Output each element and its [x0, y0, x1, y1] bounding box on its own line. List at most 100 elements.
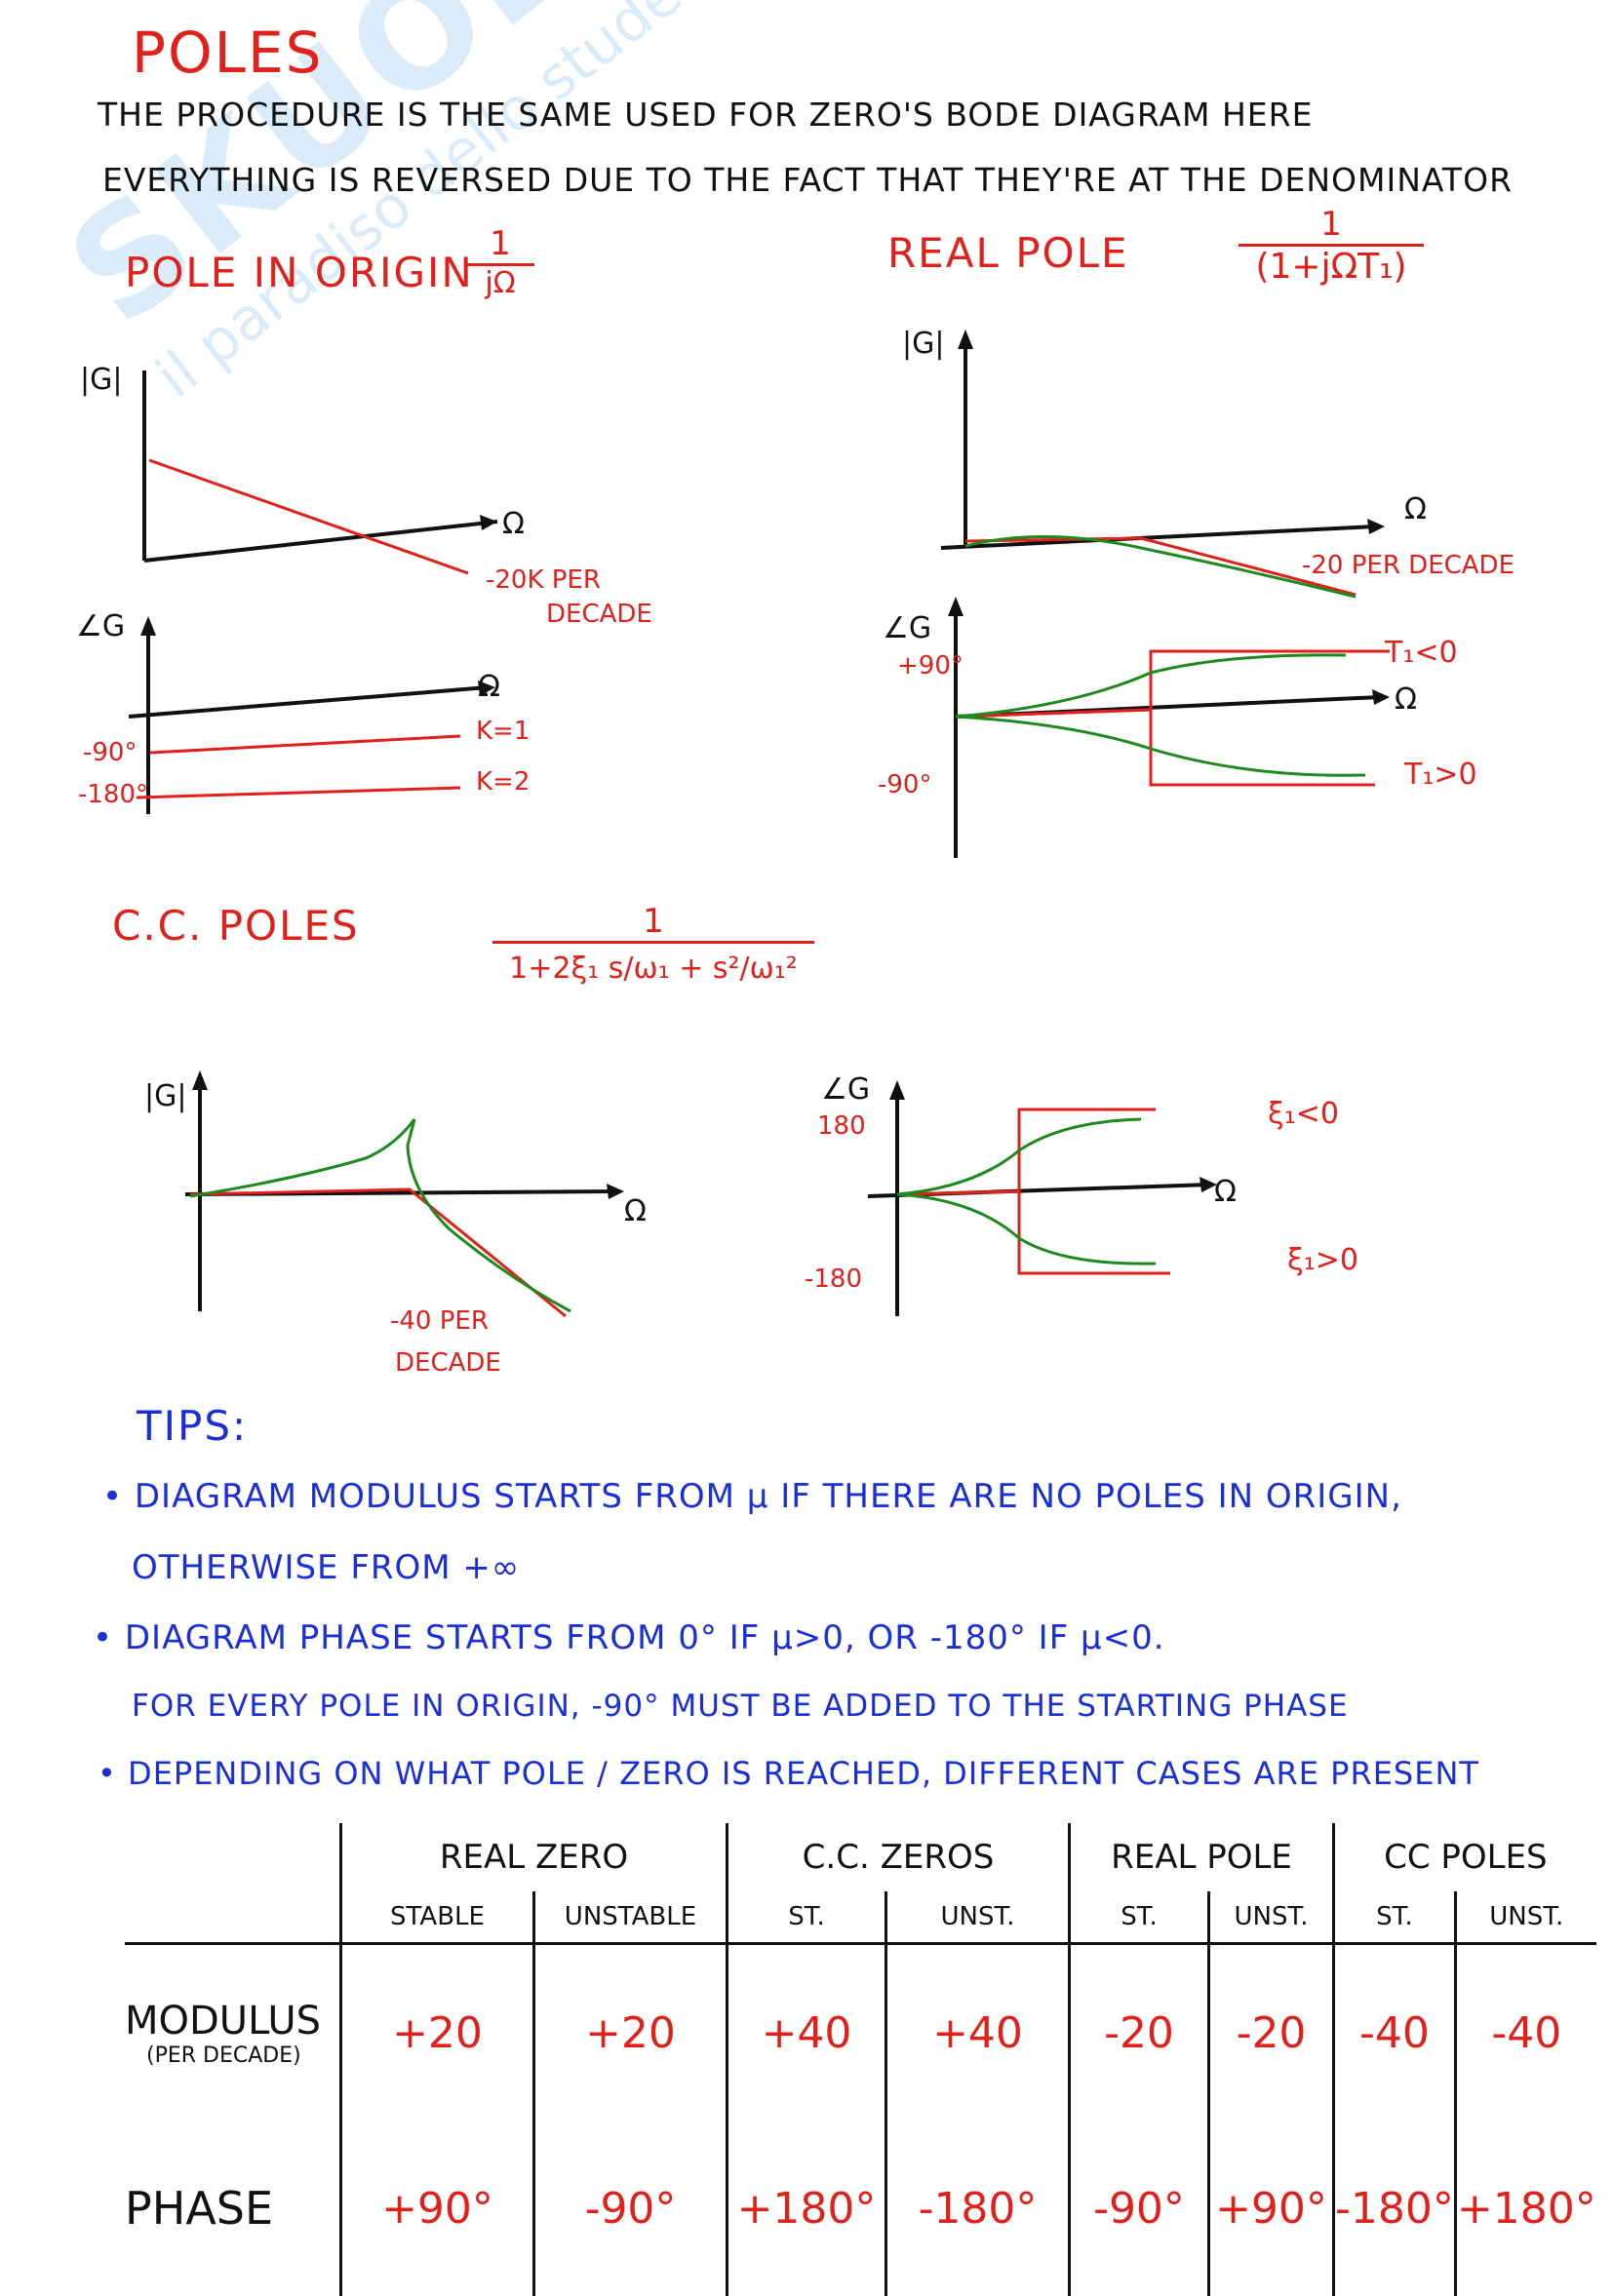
tip-item: • DIAGRAM MODULUS STARTS FROM μ IF THERE… — [102, 1477, 1402, 1516]
omega-label: Ω — [624, 1194, 647, 1228]
tips-title: TIPS: — [137, 1402, 249, 1450]
arrow-icon — [1372, 689, 1390, 705]
tip-line: OTHERWISE FROM +∞ — [132, 1548, 521, 1587]
table-group-row: REAL ZERO C.C. ZEROS REAL POLE CC POLES — [125, 1823, 1596, 1891]
group-real-zero: REAL ZERO — [340, 1823, 728, 1891]
resonance-curve — [189, 1118, 571, 1313]
cc-poles-tf: 1 1+2ξ₁ s/ω₁ + s²/ω₁² — [492, 902, 814, 986]
phase-axis-label: ∠G — [883, 611, 932, 645]
table-cell: -40 — [1491, 2007, 1562, 2058]
table-cell: -180° — [885, 2121, 1071, 2296]
sub-header: ST. — [727, 1891, 887, 1945]
table-corner — [125, 1823, 342, 1891]
tip-item: • DIAGRAM PHASE STARTS FROM 0° IF μ>0, O… — [93, 1618, 1165, 1657]
phase-curve-down — [955, 715, 1366, 777]
real-pole-tf: 1 (1+jΩT₁) — [1239, 205, 1424, 287]
case-positive: ξ₁>0 — [1287, 1243, 1358, 1277]
omega-label: Ω — [478, 670, 500, 704]
arrow-icon — [607, 1184, 624, 1199]
phase-step-up — [896, 1108, 1156, 1196]
row-title: PHASE — [125, 2182, 274, 2235]
table-corner — [125, 1891, 342, 1945]
sub-header: UNST. — [1208, 1891, 1335, 1945]
phase-curve-up — [955, 653, 1347, 719]
mag-x-axis — [143, 520, 498, 563]
group-real-pole: REAL POLE — [1069, 1823, 1335, 1891]
sub-header: ST. — [1069, 1891, 1210, 1945]
intro-line-2: EVERYTHING IS REVERSED DUE TO THE FACT T… — [102, 161, 1513, 199]
real-pole-title: REAL POLE — [887, 229, 1129, 277]
phase-tick-minus180: -180 — [805, 1265, 863, 1294]
cc-poles-phase — [867, 1080, 1217, 1316]
table-cell: +90° — [1208, 2121, 1335, 2296]
arrow-icon — [948, 597, 964, 616]
table-row: MODULUS (PER DECADE) +20 +20 +40 +40 -20… — [125, 1943, 1596, 2121]
group-cc-zeros: C.C. ZEROS — [727, 1823, 1071, 1891]
table-cell: -180° — [1333, 2121, 1457, 2296]
table-sub-row: STABLE UNSTABLE ST. UNST. ST. UNST. ST. … — [125, 1891, 1596, 1945]
phase-tick-90: -90° — [83, 738, 138, 767]
omega-label: Ω — [502, 507, 525, 541]
omega-label: Ω — [1214, 1175, 1237, 1209]
actual-magnitude-curve — [964, 535, 1357, 599]
table-cell: -90° — [533, 2121, 728, 2296]
tf-denominator: (1+jΩT₁) — [1255, 247, 1407, 287]
pole-origin-tf: 1 jΩ — [466, 224, 534, 300]
bullet-icon: • — [98, 1755, 117, 1792]
group-cc-poles: CC POLES — [1384, 1838, 1548, 1877]
phase-axis-label: ∠G — [76, 609, 126, 643]
tf-numerator: 1 — [466, 224, 534, 266]
phase-step-down — [896, 1189, 1170, 1275]
row-subtitle: (PER DECADE) — [146, 2043, 301, 2068]
table-cell: +20 — [340, 1943, 535, 2121]
mag-axis-label: |G| — [144, 1079, 187, 1113]
slope-label-1: -20K PER — [486, 565, 601, 595]
pole-origin-diagrams — [128, 370, 498, 814]
phase-tick-plus90: +90° — [897, 651, 964, 681]
arrow-icon — [1367, 519, 1385, 534]
slope-label: -20 PER DECADE — [1302, 551, 1515, 580]
tf-denominator: 1+2ξ₁ s/ω₁ + s²/ω₁² — [509, 952, 798, 986]
sub-header: STABLE — [340, 1891, 535, 1945]
asymptote-line — [964, 536, 1357, 597]
pole-origin-title: POLE IN ORIGIN — [125, 249, 474, 296]
tf-numerator: 1 — [1239, 205, 1424, 247]
mag-x-axis — [940, 525, 1376, 550]
row-label: PHASE — [125, 2121, 342, 2296]
bullet-icon: • — [93, 1618, 114, 1657]
arrow-icon — [192, 1070, 208, 1090]
arrow-icon — [958, 330, 973, 349]
k2-label: K=2 — [476, 767, 531, 797]
phase-tick-180: -180° — [78, 780, 149, 809]
tip-line: DIAGRAM PHASE STARTS FROM 0° IF μ>0, OR … — [124, 1618, 1165, 1657]
phase-line-k2 — [136, 786, 461, 799]
phase-x-axis — [128, 685, 489, 719]
sub-header: UNSTABLE — [533, 1891, 728, 1945]
table-row: PHASE +90° -90° +180° -180° -90° +90° -1… — [125, 2121, 1596, 2296]
mag-axis-label: |G| — [80, 363, 123, 397]
bullet-icon: • — [102, 1477, 124, 1516]
phase-tick-180: 180 — [817, 1111, 866, 1141]
slope-label-2: DECADE — [395, 1348, 501, 1378]
slope-label-1: -40 PER — [390, 1306, 489, 1336]
row-title: MODULUS — [125, 1998, 322, 2043]
table-cell: +40 — [885, 1943, 1071, 2121]
table-cell: -40 — [1333, 1943, 1457, 2121]
magnitude-line — [148, 458, 469, 575]
tip-line: DEPENDING ON WHAT POLE / ZERO IS REACHED… — [128, 1755, 1479, 1792]
sub-header: ST. — [1333, 1891, 1457, 1945]
phase-curve-up — [896, 1117, 1142, 1196]
omega-label: Ω — [1404, 492, 1427, 526]
table-cell: -90° — [1069, 2121, 1210, 2296]
case-positive: T₁>0 — [1404, 758, 1477, 792]
table-cell: -20 — [1208, 1943, 1335, 2121]
cc-poles-title: C.C. POLES — [112, 902, 360, 950]
intro-line-1: THE PROCEDURE IS THE SAME USED FOR ZERO'… — [98, 96, 1314, 134]
phase-tick-minus90: -90° — [878, 770, 932, 799]
arrow-icon — [480, 515, 497, 530]
summary-table: REAL ZERO C.C. ZEROS REAL POLE CC POLES … — [125, 1823, 1596, 2296]
tip-line: DIAGRAM MODULUS STARTS FROM μ IF THERE A… — [134, 1477, 1402, 1516]
tip-line: FOR EVERY POLE IN ORIGIN, -90° MUST BE A… — [132, 1689, 1349, 1724]
table-cell: +90° — [340, 2121, 535, 2296]
sub-header: UNST. — [1455, 1891, 1596, 1945]
